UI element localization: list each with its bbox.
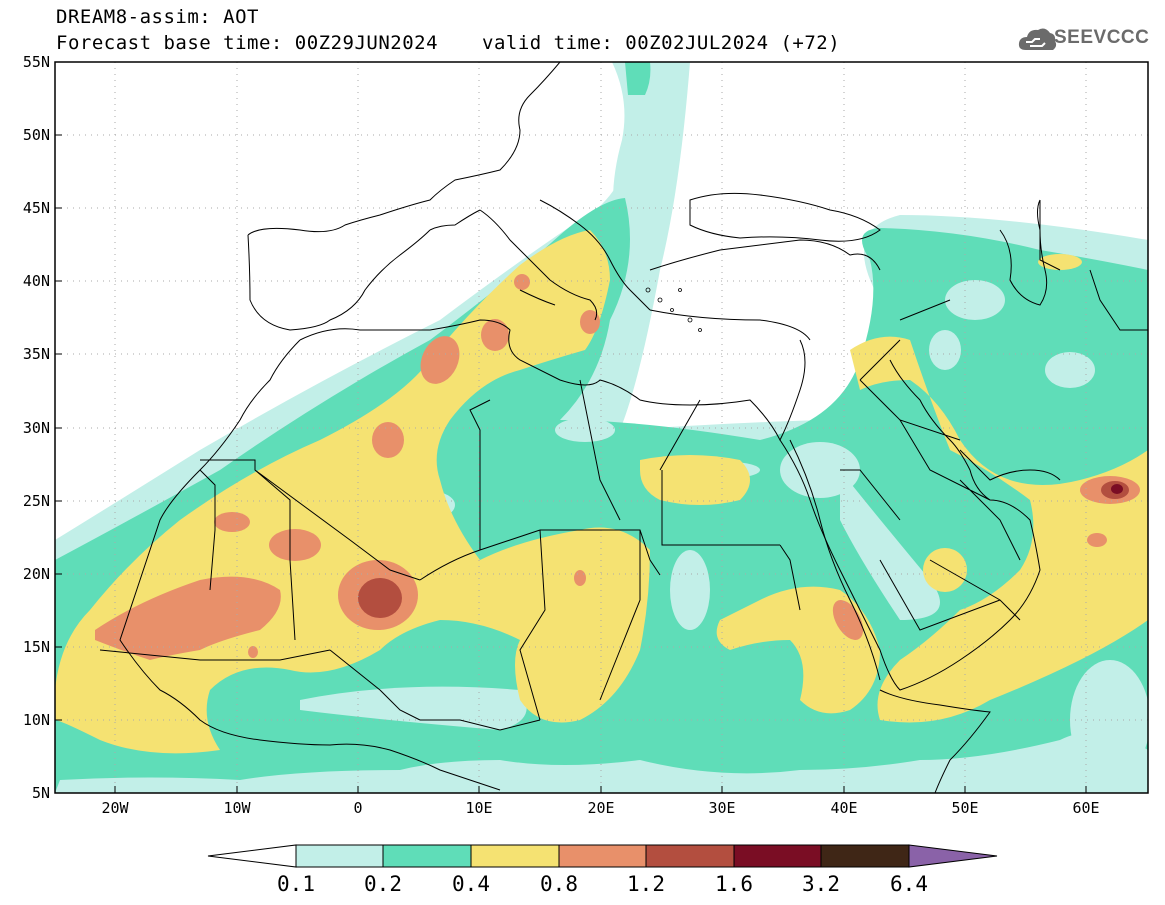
colorbar-under-arrow	[207, 844, 297, 868]
colorbar-over-arrow	[908, 844, 998, 868]
colorbar-label: 1.2	[627, 872, 665, 896]
colorbar-label: 6.4	[890, 872, 928, 896]
colorbar-swatch	[820, 844, 910, 868]
aot-band-1-6	[1111, 484, 1123, 494]
colorbar-label: 0.8	[540, 872, 578, 896]
lat-label: 35N	[23, 345, 50, 363]
lon-label: 0	[353, 799, 362, 817]
lon-label: 60E	[1072, 799, 1099, 817]
lat-label: 45N	[23, 199, 50, 217]
cloud-icon	[1018, 28, 1057, 50]
aot-band-1-2	[358, 481, 1129, 618]
tick-marks	[55, 61, 1087, 793]
colorbar-swatch	[295, 844, 384, 868]
lat-label: 25N	[23, 492, 50, 510]
lat-label: 40N	[23, 272, 50, 290]
lon-label: 20W	[101, 799, 129, 817]
coastlines-borders	[99, 62, 1148, 793]
colorbar-label: 0.2	[364, 872, 402, 896]
lon-label: 40E	[830, 799, 857, 817]
lat-label: 10N	[23, 711, 50, 729]
colorbar-labels: 0.1 0.2 0.4 0.8 1.2 1.6 3.2 6.4	[277, 872, 928, 896]
colorbar-label: 0.4	[452, 872, 490, 896]
lat-label: 30N	[23, 419, 50, 437]
forecast-base-time: Forecast base time: 00Z29JUN2024	[56, 32, 439, 54]
seevccc-logo	[1018, 28, 1057, 50]
colorbar-swatch	[470, 844, 560, 868]
logo-text: SEEVCCC	[1054, 27, 1150, 48]
map-title: DREAM8-assim: AOT	[56, 6, 259, 28]
colorbar-legend	[207, 844, 998, 868]
latitude-labels: 55N 50N 45N 40N 35N 30N 25N 20N 15N 10N …	[23, 53, 50, 802]
lat-label: 20N	[23, 565, 50, 583]
lon-label: 30E	[708, 799, 735, 817]
colorbar-label: 0.1	[277, 872, 315, 896]
colorbar-swatch	[558, 844, 647, 868]
lon-label: 50E	[951, 799, 978, 817]
lat-label: 50N	[23, 126, 50, 144]
valid-time: valid time: 00Z02JUL2024 (+72)	[482, 32, 841, 54]
lat-label: 5N	[32, 784, 50, 802]
colorbar-swatch	[382, 844, 472, 868]
aot-clear-patches	[300, 280, 1148, 780]
graticule	[55, 62, 1148, 793]
colorbar-swatch	[733, 844, 822, 868]
colorbar-label: 1.6	[715, 872, 753, 896]
lon-label: 20E	[587, 799, 614, 817]
greek-islands	[645, 287, 702, 332]
lon-label: 10W	[223, 799, 251, 817]
colorbar-label: 3.2	[802, 872, 840, 896]
lat-label: 55N	[23, 53, 50, 71]
colorbar-swatch	[645, 844, 735, 868]
aot-field	[55, 62, 1148, 793]
lat-label: 15N	[23, 638, 50, 656]
lon-label: 10E	[465, 799, 492, 817]
longitude-labels: 20W 10W 0 10E 20E 30E 40E 50E 60E	[101, 799, 1099, 817]
